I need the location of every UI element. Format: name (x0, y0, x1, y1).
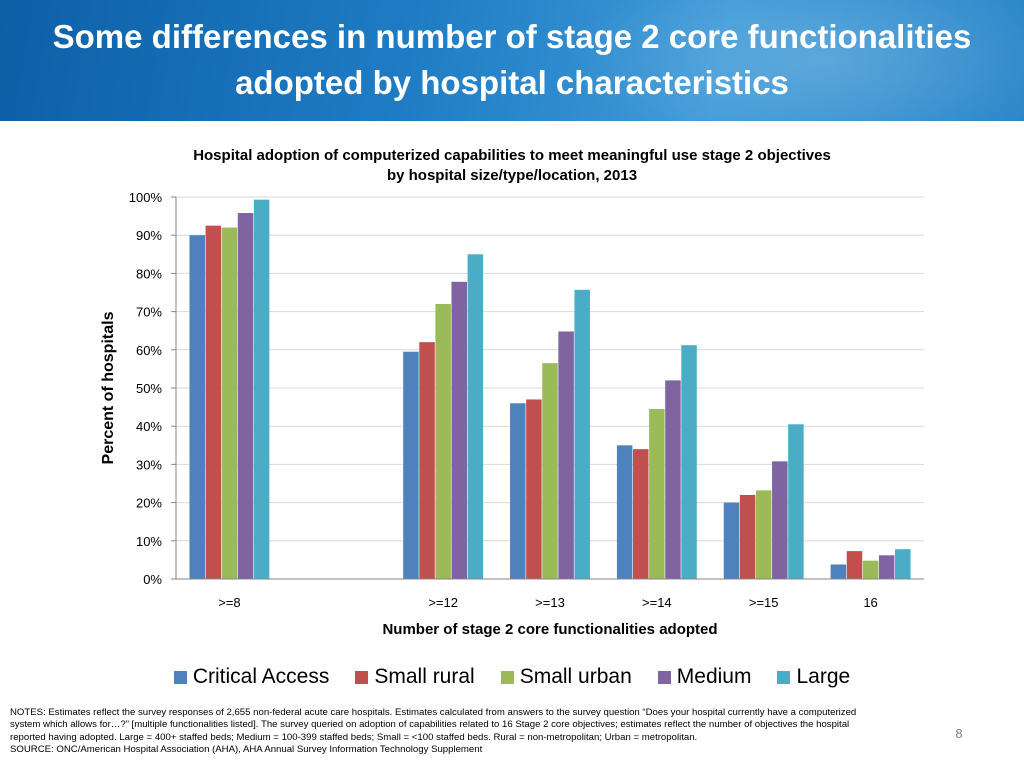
bar (616, 445, 633, 579)
bar (723, 502, 740, 579)
bar (755, 490, 772, 579)
notes-line-1: NOTES: Estimates reflect the survey resp… (10, 707, 857, 718)
y-tick-label: 0% (143, 572, 162, 587)
bar-chart: 0% 10% 20% 30% 40% 50% 60% 70% 80% 90% 100% >=8 >=12… (100, 190, 924, 638)
legend-label: Critical Access (192, 665, 330, 688)
bar (237, 213, 254, 579)
legend-swatch (173, 670, 187, 684)
x-tick-label: >=15 (749, 595, 779, 610)
bar (788, 424, 804, 579)
bar (189, 235, 205, 579)
chart-legend: Critical Access Small rural Small urban Med… (0, 662, 1024, 692)
legend-swatch (657, 670, 671, 684)
legend-swatch (777, 670, 791, 684)
x-tick-label: 16 (863, 595, 877, 610)
y-tick-label: 80% (136, 266, 162, 281)
bar (633, 449, 649, 579)
x-tick-label: >=12 (428, 595, 458, 610)
notes-line-2: system which allows for…?” [multiple fun… (10, 719, 850, 731)
legend-swatch (500, 670, 514, 684)
slide-title-line-1: Some differences in number of stage 2 co… (52, 18, 972, 55)
notes-line-3: reported having adopted. Large = 400+ st… (10, 731, 698, 743)
bar (510, 403, 526, 579)
bar (830, 564, 847, 579)
bar (681, 345, 697, 579)
bar (451, 281, 467, 579)
bar (878, 555, 895, 579)
bar (526, 399, 542, 579)
chart-title-line-1: Hospital adoption of computerized capabi… (193, 147, 831, 164)
legend-label: Small urban (519, 665, 632, 688)
y-tick-label: 40% (136, 419, 162, 434)
y-tick-label: 60% (136, 343, 162, 358)
bar (574, 289, 590, 579)
source-line: SOURCE: ONC/American Hospital Associatio… (10, 744, 483, 756)
bar (435, 303, 451, 579)
y-tick-label: 20% (136, 496, 162, 511)
x-axis-title: Number of stage 2 core functionalities a… (382, 621, 717, 638)
legend-item: Critical Access (173, 665, 330, 689)
legend-item: Small rural (355, 665, 475, 689)
y-tick-label: 100% (129, 190, 163, 205)
bar (846, 551, 863, 579)
x-tick-label: >=13 (535, 595, 565, 610)
legend-label: Large (796, 665, 851, 688)
bar (739, 494, 756, 579)
banner-decoration (564, 0, 1024, 121)
legend-label: Medium (676, 665, 752, 688)
bars (189, 199, 911, 580)
slide-title-line-2: adopted by hospital characteristics (235, 64, 789, 101)
bar (205, 225, 222, 579)
legend-item: Medium (657, 665, 752, 689)
y-tick-label: 70% (136, 305, 162, 320)
x-tick-label: >=14 (642, 595, 672, 610)
bar (862, 560, 879, 579)
bar (542, 363, 558, 579)
bar (895, 549, 911, 579)
bar (403, 351, 419, 579)
notes: NOTES: Estimates reflect the survey resp… (10, 707, 940, 757)
bar (772, 461, 788, 579)
bar (419, 342, 435, 579)
y-tick-label: 90% (136, 228, 162, 243)
y-tick-label: 50% (136, 381, 162, 396)
legend-swatch (355, 670, 369, 684)
bar (221, 227, 238, 579)
bar (558, 331, 574, 579)
page-number: 8 (955, 726, 963, 741)
y-axis-title: Percent of hospitals (100, 311, 117, 464)
axes: 0% 10% 20% 30% 40% 50% 60% 70% 80% 90% 100% >=8 >=12… (100, 190, 924, 638)
bar (253, 199, 270, 579)
slide-title: Some differences in number of stage 2 co… (0, 14, 1024, 106)
title-banner (0, 0, 1024, 121)
y-tick-label: 30% (136, 457, 162, 472)
bar (649, 409, 665, 579)
bar (467, 254, 484, 580)
legend-item: Small urban (500, 665, 632, 689)
bar (665, 380, 681, 579)
x-tick-label: >=8 (218, 595, 240, 610)
y-tick-label: 10% (136, 534, 162, 549)
chart-title-line-2: by hospital size/type/location, 2013 (386, 167, 638, 184)
chart-title: Hospital adoption of computerized capabi… (100, 146, 924, 186)
legend-item: Large (777, 665, 850, 689)
legend-label: Small rural (374, 665, 475, 688)
